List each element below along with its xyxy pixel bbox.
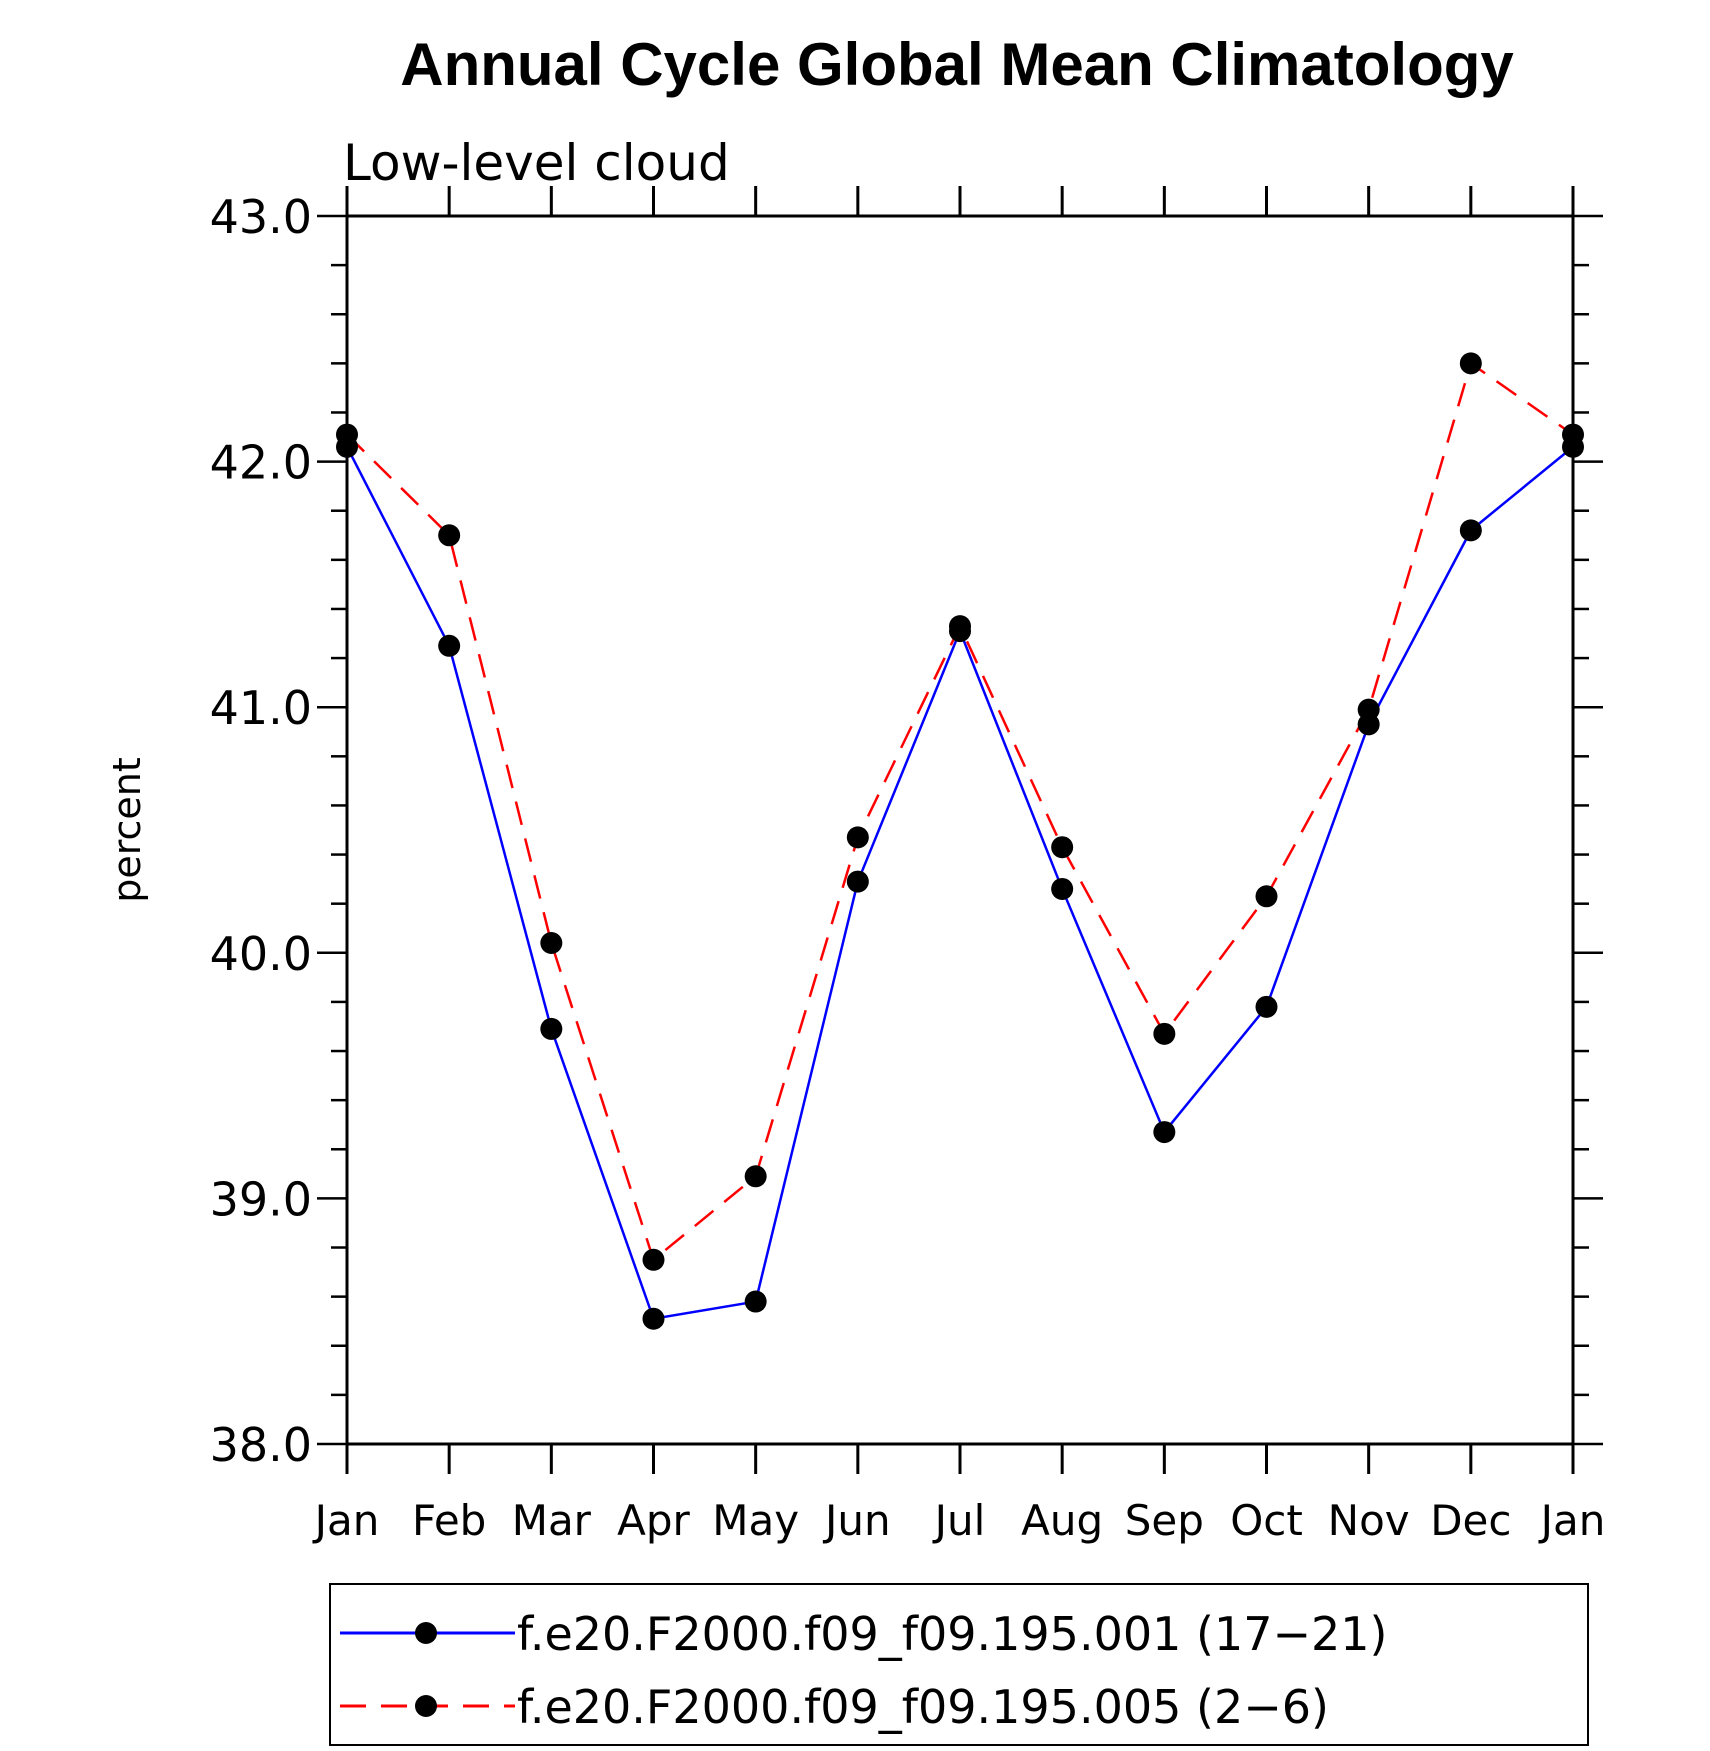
y-tick-label: 43.0 [210, 190, 312, 244]
data-point-s0-7 [1051, 877, 1074, 900]
x-tick-label: Aug [1021, 1496, 1103, 1545]
legend-label-0: f.e20.F2000.f09_f09.195.001 (17−21) [517, 1607, 1388, 1661]
data-point-s1-6 [949, 615, 971, 638]
x-tick-label: Nov [1328, 1496, 1410, 1545]
axis-ticks [317, 186, 1603, 1474]
series-line-0 [345, 445, 1574, 1321]
data-point-s1-4 [744, 1165, 767, 1188]
y-tick-label: 38.0 [210, 1418, 312, 1472]
data-point-s1-2 [540, 931, 563, 954]
data-point-s1-5 [846, 826, 869, 849]
data-point-s0-9 [1255, 995, 1278, 1018]
data-point-s0-4 [744, 1290, 767, 1313]
y-tick-label: 41.0 [210, 681, 312, 735]
data-point-s1-10 [1357, 698, 1380, 721]
data-point-s1-3 [642, 1248, 665, 1271]
data-point-s1-8 [1153, 1022, 1176, 1045]
legend-label-1: f.e20.F2000.f09_f09.195.005 (2−6) [517, 1680, 1329, 1734]
legend-box [329, 1583, 1589, 1746]
data-point-s0-8 [1153, 1121, 1176, 1144]
series-line-1 [346, 361, 1574, 1262]
data-point-s0-3 [642, 1307, 665, 1330]
chart-subtitle: Low-level cloud [343, 134, 730, 192]
data-point-s1-11 [1459, 352, 1482, 375]
x-tick-label: Jul [932, 1496, 986, 1545]
plot-frame [345, 214, 1575, 1446]
x-tick-label: Dec [1430, 1496, 1511, 1545]
x-tick-label: Jun [822, 1496, 891, 1545]
x-tick-label: Feb [412, 1496, 486, 1545]
y-tick-label: 39.0 [210, 1172, 312, 1226]
legend: f.e20.F2000.f09_f09.195.001 (17−21) f.e2… [329, 1583, 1589, 1746]
x-tick-label: Oct [1230, 1496, 1303, 1545]
y-tick-labels: 38.0 39.0 40.0 41.0 42.0 43.0 [210, 190, 312, 1472]
legend-marker-0 [415, 1622, 437, 1644]
data-point-s1-12 [1562, 423, 1584, 446]
data-point-s0-2 [540, 1017, 563, 1040]
x-tick-label: Jan [312, 1496, 380, 1545]
x-tick-label: Mar [512, 1496, 592, 1545]
data-point-s1-0 [336, 423, 358, 446]
y-axis-label: percent [105, 757, 149, 903]
x-tick-label: Jan [1538, 1496, 1606, 1545]
data-point-s0-11 [1459, 519, 1482, 542]
data-point-s0-1 [438, 634, 461, 657]
x-tick-label: May [712, 1496, 799, 1545]
y-tick-label: 40.0 [210, 927, 312, 981]
data-point-s1-1 [438, 524, 461, 547]
x-tick-label: Sep [1125, 1496, 1204, 1545]
series-layer [336, 352, 1584, 1330]
x-tick-label: Apr [617, 1496, 690, 1545]
y-tick-label: 42.0 [210, 436, 312, 490]
chart-title: Annual Cycle Global Mean Climatology [400, 31, 1514, 98]
data-point-s0-5 [846, 870, 869, 893]
legend-marker-1 [415, 1695, 437, 1717]
data-point-s1-7 [1051, 836, 1074, 859]
data-point-s1-9 [1255, 885, 1278, 908]
x-tick-labels: Jan Feb Mar Apr May Jun Jul Aug Sep Oct Nov Dec Jan [312, 1496, 1606, 1545]
